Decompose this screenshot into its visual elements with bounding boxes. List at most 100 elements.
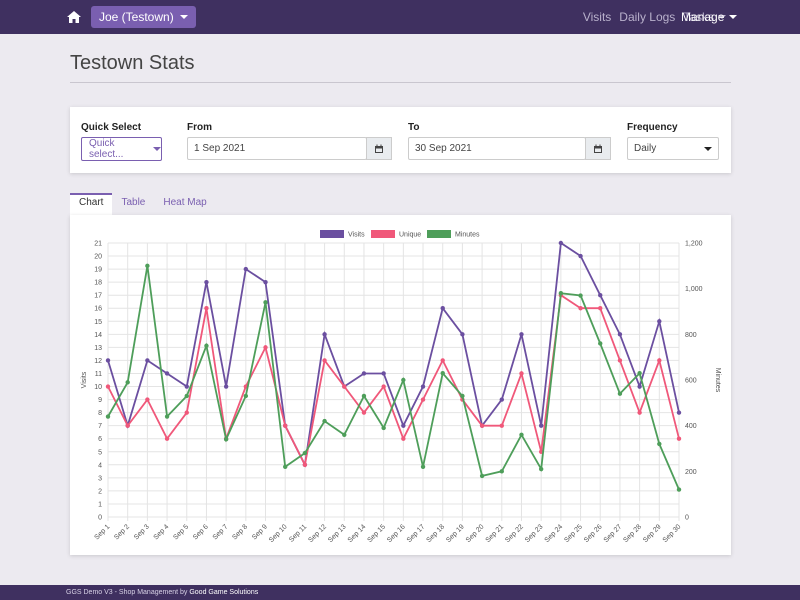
x-tick-label: Sep 14 — [347, 523, 368, 544]
x-tick-label: Sep 4 — [153, 523, 171, 541]
data-point-minutes — [676, 487, 682, 492]
nav-daily-logs[interactable]: Daily Logs — [619, 10, 676, 24]
footer-brand: Good Game Solutions — [189, 589, 259, 596]
frequency-select[interactable]: Daily — [627, 137, 719, 160]
top-navbar: Joe (Testown) Visits Daily Logs Tasks Ma… — [0, 0, 800, 34]
y-tick-label: 3 — [98, 475, 102, 482]
data-point-unique — [499, 423, 504, 428]
legend-swatch — [427, 230, 451, 238]
y-tick-label: 13 — [94, 345, 102, 352]
to-label: To — [408, 122, 420, 133]
y-tick-label: 1 — [98, 501, 102, 508]
home-icon[interactable] — [66, 9, 82, 25]
y2-tick-label: 1,000 — [685, 286, 703, 293]
data-point-minutes — [637, 370, 642, 376]
data-point-visits — [637, 384, 642, 389]
data-point-unique — [617, 358, 623, 363]
y-tick-label: 19 — [94, 267, 102, 274]
nav-tasks[interactable]: Tasks — [683, 10, 726, 24]
x-tick-label: Sep 5 — [172, 523, 190, 541]
quick-select-value: Quick select... — [89, 138, 124, 160]
x-tick-label: Sep 13 — [327, 523, 348, 544]
data-point-minutes — [657, 441, 662, 447]
data-point-minutes — [420, 464, 426, 469]
data-point-unique — [657, 358, 662, 363]
x-tick-label: Sep 24 — [544, 523, 565, 544]
from-calendar-button[interactable] — [366, 137, 392, 160]
data-point-minutes — [322, 418, 327, 424]
data-point-visits — [322, 332, 327, 337]
x-tick-label: Sep 29 — [642, 523, 663, 544]
data-point-visits — [361, 371, 367, 376]
y-tick-label: 6 — [98, 436, 102, 443]
data-point-unique — [401, 436, 406, 441]
x-tick-label: Sep 22 — [504, 523, 525, 544]
data-point-visits — [538, 423, 544, 428]
data-point-unique — [361, 410, 367, 415]
y-tick-label: 4 — [98, 462, 102, 469]
x-tick-label: Sep 18 — [425, 523, 446, 544]
data-point-unique — [479, 423, 485, 428]
x-tick-label: Sep 8 — [231, 523, 249, 541]
series-line-visits — [107, 241, 680, 468]
data-point-unique — [578, 306, 583, 311]
data-point-unique — [184, 410, 189, 415]
y2-tick-label: 600 — [685, 378, 697, 385]
legend-label: Unique — [399, 232, 421, 239]
y-tick-label: 10 — [94, 384, 102, 391]
y2-tick-label: 800 — [685, 332, 697, 339]
data-point-minutes — [302, 450, 308, 456]
y-tick-label: 9 — [98, 397, 102, 404]
data-point-minutes — [263, 300, 268, 305]
data-point-minutes — [283, 464, 288, 469]
footer: GGS Demo V3 - Shop Management by Good Ga… — [0, 585, 800, 600]
legend-label: Minutes — [455, 232, 480, 239]
data-point-visits — [440, 306, 445, 311]
data-point-unique — [440, 358, 445, 363]
nav-manage[interactable]: Manage — [681, 10, 738, 24]
footer-text: GGS Demo V3 - Shop Management by — [66, 589, 190, 596]
tab-table[interactable]: Table — [121, 197, 146, 208]
y-tick-label: 14 — [94, 332, 102, 339]
data-point-minutes — [617, 391, 623, 396]
y-tick-label: 7 — [98, 423, 102, 430]
quick-select-button[interactable]: Quick select... — [81, 137, 162, 161]
x-tick-label: Sep 12 — [307, 523, 328, 544]
from-date-input[interactable]: 1 Sep 2021 — [187, 137, 367, 160]
y2-tick-label: 0 — [685, 515, 689, 522]
x-tick-label: Sep 20 — [465, 523, 486, 544]
data-point-visits — [460, 332, 465, 337]
data-point-minutes — [479, 473, 485, 479]
data-point-visits — [578, 253, 583, 259]
data-point-unique — [105, 384, 111, 389]
user-dropdown[interactable]: Joe (Testown) — [91, 6, 196, 28]
data-point-unique — [637, 410, 642, 415]
data-point-unique — [381, 384, 386, 389]
data-point-visits — [381, 371, 386, 376]
x-tick-label: Sep 17 — [406, 523, 427, 544]
y-tick-label: 17 — [94, 293, 102, 300]
tab-heat-map[interactable]: Heat Map — [163, 197, 207, 208]
tab-chart[interactable]: Chart — [70, 193, 113, 215]
data-point-minutes — [401, 377, 406, 383]
divider — [70, 82, 731, 83]
data-point-minutes — [342, 432, 347, 437]
data-point-visits — [105, 358, 111, 363]
data-point-minutes — [361, 393, 367, 399]
data-point-minutes — [440, 370, 445, 376]
from-label: From — [187, 122, 212, 133]
x-tick-label: Sep 11 — [288, 523, 308, 543]
nav-visits[interactable]: Visits — [582, 10, 612, 24]
data-point-visits — [401, 423, 406, 428]
data-point-unique — [263, 345, 268, 350]
data-point-unique — [145, 397, 150, 402]
legend-label: Visits — [348, 232, 365, 239]
to-date-input[interactable]: 30 Sep 2021 — [408, 137, 586, 160]
data-point-visits — [164, 371, 170, 376]
nav-manage-label: Manage — [681, 10, 725, 24]
data-point-minutes — [381, 425, 386, 431]
data-point-unique — [164, 436, 170, 441]
data-point-unique — [519, 371, 524, 376]
to-calendar-button[interactable] — [585, 137, 611, 160]
